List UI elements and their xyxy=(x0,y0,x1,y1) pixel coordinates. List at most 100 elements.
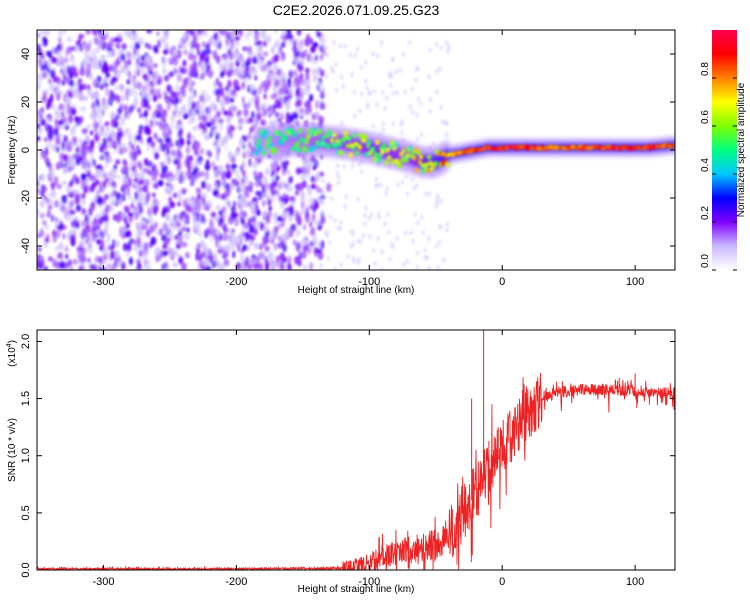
noise-blob xyxy=(87,89,93,97)
transition-speckle xyxy=(427,266,431,270)
noise-blob xyxy=(128,140,132,146)
snr-panel: -300 -200 -100 0 100 0.0 0.5 1.0 1.5 2.0 Height … xyxy=(6,329,676,595)
noise-blob xyxy=(225,39,229,45)
noise-blob xyxy=(90,111,95,120)
noise-blob xyxy=(276,68,282,76)
noise-blob xyxy=(253,242,259,250)
transition-speckle xyxy=(371,123,375,129)
noise-blob xyxy=(248,185,253,193)
noise-blob xyxy=(94,127,98,133)
noise-blob xyxy=(60,68,64,74)
transition-speckle xyxy=(331,69,335,74)
transition-speckle xyxy=(326,255,330,261)
noise-blob xyxy=(241,96,245,104)
noise-blob xyxy=(46,88,50,96)
noise-blob xyxy=(248,97,254,105)
noise-blob xyxy=(240,253,244,262)
noise-blob xyxy=(110,175,115,181)
noise-blob xyxy=(226,169,232,178)
noise-blob xyxy=(62,208,67,214)
noise-blob xyxy=(69,126,76,136)
noise-blob xyxy=(189,47,194,54)
noise-blob xyxy=(104,121,110,127)
noise-blob xyxy=(177,110,183,118)
noise-blob xyxy=(113,60,119,68)
noise-blob xyxy=(146,30,153,34)
noise-blob xyxy=(50,214,55,222)
noise-blob xyxy=(65,76,69,85)
noise-blob xyxy=(150,141,156,148)
noise-blob xyxy=(288,70,294,79)
noise-blob xyxy=(56,49,63,58)
noise-blob xyxy=(312,74,317,83)
transition-speckle xyxy=(415,112,419,118)
noise-blob xyxy=(213,140,219,146)
colorbar-label: Normalized spectral amplitude xyxy=(736,82,747,217)
noise-blob xyxy=(42,36,47,42)
transition-speckle xyxy=(391,121,396,126)
noise-blob xyxy=(229,228,233,237)
noise-blob xyxy=(66,65,72,74)
noise-blob xyxy=(102,195,107,204)
noise-blob xyxy=(159,172,166,179)
noise-blob xyxy=(241,57,246,66)
noise-blob xyxy=(56,146,60,153)
transition-speckle xyxy=(340,121,344,126)
noise-blob xyxy=(162,129,167,139)
noise-blob xyxy=(177,189,183,197)
ridge-core-blob xyxy=(397,163,403,169)
noise-blob xyxy=(326,182,332,192)
noise-blob xyxy=(244,107,248,115)
noise-blob xyxy=(284,263,288,269)
noise-blob xyxy=(263,63,269,70)
ridge-core-blob xyxy=(309,131,315,137)
noise-blob xyxy=(296,241,302,250)
noise-blob xyxy=(318,187,323,194)
transition-speckle xyxy=(371,51,375,57)
noise-blob xyxy=(115,42,120,48)
noise-blob xyxy=(214,168,219,176)
noise-blob xyxy=(194,71,198,79)
noise-blob xyxy=(316,184,319,193)
transition-speckle xyxy=(415,264,419,270)
ridge-core-blob xyxy=(373,151,379,157)
noise-blob xyxy=(58,30,63,38)
noise-blob xyxy=(288,86,293,95)
noise-blob xyxy=(93,224,97,233)
noise-blob xyxy=(137,161,142,168)
noise-blob xyxy=(169,233,174,241)
noise-blob xyxy=(275,38,280,47)
transition-speckle xyxy=(324,45,328,51)
transition-speckle xyxy=(372,247,376,253)
noise-blob xyxy=(197,201,202,211)
noise-blob xyxy=(309,37,314,45)
ridge-core-blob xyxy=(332,132,337,138)
noise-blob xyxy=(225,162,230,170)
snr-y-axis: 0.0 0.5 1.0 1.5 2.0 xyxy=(20,334,675,578)
noise-blob xyxy=(125,92,129,101)
transition-speckle xyxy=(334,61,338,67)
noise-blob xyxy=(219,30,225,36)
noise-blob xyxy=(114,85,119,91)
noise-blob xyxy=(55,110,62,120)
ridge-core-blob xyxy=(392,146,397,152)
noise-blob xyxy=(204,265,211,270)
transition-speckle xyxy=(381,128,385,133)
noise-blob xyxy=(52,229,57,238)
noise-blob xyxy=(135,266,141,270)
noise-blob xyxy=(300,209,304,216)
noise-blob xyxy=(69,158,75,165)
transition-speckle xyxy=(387,229,391,235)
noise-blob xyxy=(163,66,167,75)
noise-blob xyxy=(109,37,116,44)
noise-blob xyxy=(91,231,96,238)
noise-blob xyxy=(81,227,88,236)
noise-blob xyxy=(163,74,170,82)
noise-blob xyxy=(109,192,113,199)
noise-blob xyxy=(136,107,142,113)
noise-blob xyxy=(71,71,78,77)
transition-speckle xyxy=(434,42,439,47)
noise-blob xyxy=(320,240,325,250)
transition-speckle xyxy=(401,262,405,268)
ridge-core-blob xyxy=(296,147,301,153)
